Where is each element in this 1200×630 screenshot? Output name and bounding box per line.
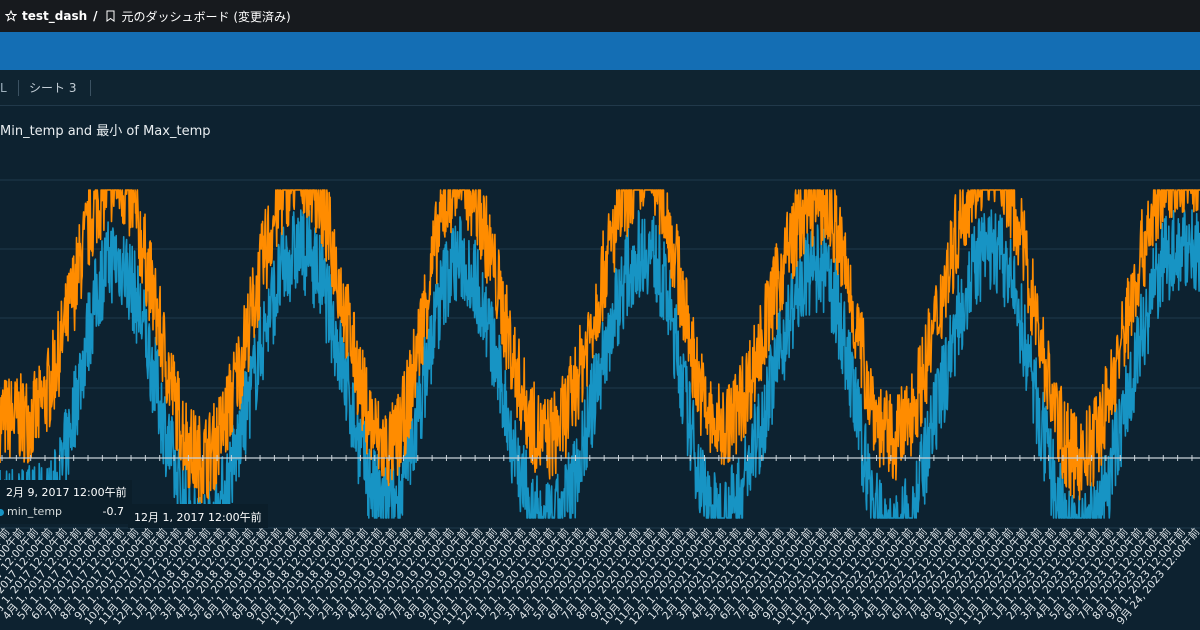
series-line-max-temp[interactable] bbox=[0, 189, 1200, 504]
tooltip-value: -0.7 bbox=[102, 505, 124, 518]
breadcrumb-separator: / bbox=[93, 9, 98, 23]
tab-divider bbox=[18, 79, 19, 96]
tooltip-date: 2月 9, 2017 12:00午前 bbox=[6, 486, 127, 499]
title-bar: test_dash / 元のダッシュボード (変更済み) bbox=[0, 0, 1200, 32]
tooltip-series-name: min_temp bbox=[7, 505, 63, 518]
visual-title: Min_temp and 最小 of Max_temp bbox=[0, 124, 211, 139]
tooltip-series-dot bbox=[0, 509, 4, 516]
tooltip-secondary: 12月 1, 2017 12:00午前 bbox=[128, 504, 268, 528]
sheet-tabs: L シート 3 bbox=[0, 70, 1200, 106]
toolbar-banner bbox=[0, 32, 1200, 70]
tooltip-row: min_temp -0.7 bbox=[0, 505, 132, 521]
workspace-name[interactable]: test_dash bbox=[22, 9, 88, 23]
series-line-min-temp[interactable] bbox=[0, 209, 1200, 519]
dashboard-title[interactable]: 元のダッシュボード (変更済み) bbox=[121, 9, 291, 24]
sheet-tab-previous[interactable]: L bbox=[0, 80, 7, 95]
tab-sheet-3[interactable]: シート 3 bbox=[29, 81, 77, 95]
bookmark-icon[interactable] bbox=[104, 9, 118, 23]
tooltip: 2月 9, 2017 12:00午前 min_temp -0.7 bbox=[0, 480, 132, 524]
star-icon[interactable] bbox=[4, 9, 18, 23]
tab-divider bbox=[90, 79, 92, 96]
